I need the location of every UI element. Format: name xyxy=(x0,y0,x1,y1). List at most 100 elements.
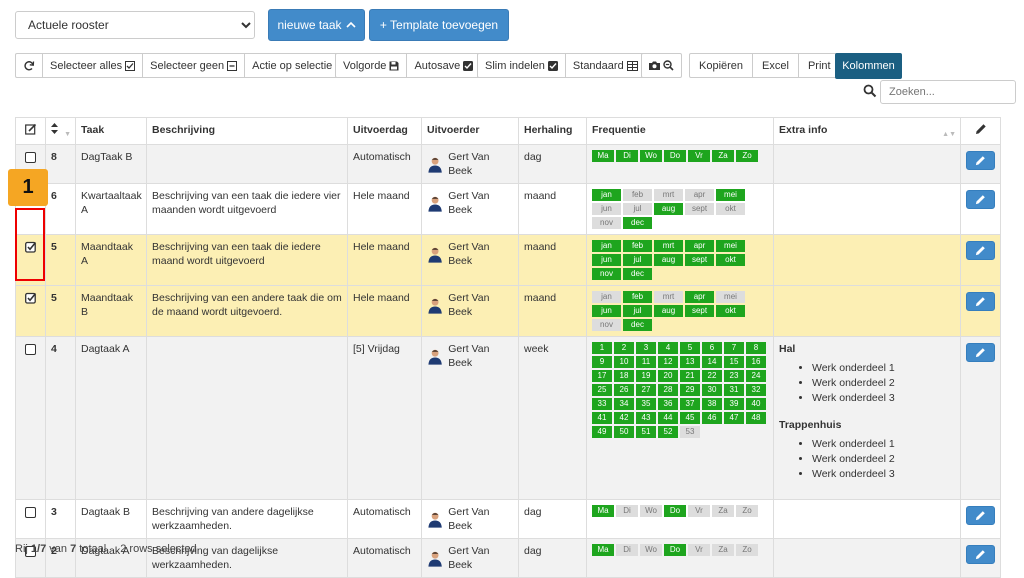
selecteer-geen-button[interactable]: Selecteer geen xyxy=(143,54,246,77)
pencil-icon xyxy=(975,297,985,307)
frequentie-column-header[interactable]: Frequentie xyxy=(586,117,774,145)
week-pill: 12 xyxy=(658,356,678,368)
table-row[interactable]: 4 Dagtaak A [5] Vrijdag Gert Van Beek week 1 2… xyxy=(15,336,1001,500)
row-herhaling: dag xyxy=(518,499,587,539)
rooster-select[interactable]: Actuele rooster xyxy=(15,11,255,39)
row-checkbox[interactable] xyxy=(25,546,36,557)
edit-button[interactable] xyxy=(966,545,995,564)
day-pill: Wo xyxy=(640,544,662,556)
slim-indelen-button[interactable]: Slim indelen xyxy=(478,54,566,77)
table-row[interactable]: 5 Maandtaak A Beschrijving van een taak di… xyxy=(15,234,1001,286)
annotation-badge: 1 xyxy=(8,169,48,206)
template-toevoegen-button[interactable]: + Template toevoegen xyxy=(369,9,509,41)
day-pill: Zo xyxy=(736,544,758,556)
kopieren-button[interactable]: Kopiëren xyxy=(690,54,754,77)
row-select-cell[interactable] xyxy=(15,234,46,286)
week-pill: 20 xyxy=(658,370,678,382)
row-edit-cell xyxy=(960,144,1001,184)
print-button[interactable]: Print xyxy=(807,59,831,72)
week-pill: 43 xyxy=(636,412,656,424)
day-pill: Zo xyxy=(736,505,758,517)
screenshot-zoom-button[interactable] xyxy=(642,54,681,77)
minus-square-icon xyxy=(227,60,238,71)
excel-button[interactable]: Excel xyxy=(753,54,799,77)
row-beschrijving: Beschrijving van andere dagelijkse werkz… xyxy=(146,499,348,539)
row-checkbox[interactable] xyxy=(25,344,36,355)
month-pill: jun xyxy=(592,254,621,266)
beschrijving-column-header[interactable]: Beschrijving xyxy=(146,117,348,145)
edit-button[interactable] xyxy=(966,190,995,209)
extra-info-column-header[interactable]: Extra info ▲▼ xyxy=(773,117,961,145)
refresh-button[interactable] xyxy=(16,54,43,77)
row-uitvoerdag: Hele maand xyxy=(347,234,422,286)
month-pill: aug xyxy=(654,254,683,266)
week-pill: 28 xyxy=(658,384,678,396)
week-pill: 15 xyxy=(724,356,744,368)
month-pill: sept xyxy=(685,305,714,317)
row-taak: Maandtaak A xyxy=(75,234,147,286)
row-nr: 6 xyxy=(45,183,76,235)
edit-button[interactable] xyxy=(966,151,995,170)
volgorde-button[interactable]: Volgorde xyxy=(336,54,408,77)
week-pill: 24 xyxy=(746,370,766,382)
screenshot-group xyxy=(641,53,682,78)
row-frequentie: jan feb mrt apr mei jun jul aug sept okt nov dec xyxy=(586,234,774,286)
table-row[interactable]: 8 DagTaak B Automatisch Gert Van Beek dag Ma D… xyxy=(15,144,1001,184)
row-extra-info xyxy=(773,183,961,235)
frequency-days: Ma Di Wo Do Vr Za Zo xyxy=(592,505,768,517)
week-pill: 30 xyxy=(702,384,722,396)
day-pill: Za xyxy=(712,150,734,162)
nieuwe-taak-button[interactable]: nieuwe taak xyxy=(268,9,365,41)
taak-column-header[interactable]: Taak xyxy=(75,117,147,145)
month-pill: feb xyxy=(623,240,652,252)
extra-item: Werk onderdeel 3 xyxy=(812,467,955,482)
user-avatar-icon xyxy=(428,196,442,212)
row-select-cell[interactable] xyxy=(15,499,46,539)
select-column-header[interactable] xyxy=(15,117,46,145)
selecteer-alles-button[interactable]: Selecteer alles xyxy=(43,54,144,77)
edit-button[interactable] xyxy=(966,241,995,260)
edit-button[interactable] xyxy=(966,343,995,362)
month-pill: feb xyxy=(623,189,652,201)
row-uitvoerdag: Automatisch xyxy=(347,144,422,184)
month-pill: apr xyxy=(685,240,714,252)
row-extra-info: HalWerk onderdeel 1Werk onderdeel 2Werk … xyxy=(773,336,961,500)
edit-button[interactable] xyxy=(966,506,995,525)
row-uitvoerdag: Hele maand xyxy=(347,183,422,235)
day-pill: Di xyxy=(616,544,638,556)
week-pill: 42 xyxy=(614,412,634,424)
row-checkbox[interactable] xyxy=(25,507,36,518)
week-pill: 5 xyxy=(680,342,700,354)
row-beschrijving: Beschrijving van een taak die iedere maa… xyxy=(146,234,348,286)
edit-button[interactable] xyxy=(966,292,995,311)
table-icon xyxy=(626,60,638,71)
day-pill: Di xyxy=(616,150,638,162)
month-pill: jul xyxy=(623,254,652,266)
autosave-button[interactable]: Autosave xyxy=(407,54,480,77)
kolommen-button[interactable]: Kolommen xyxy=(835,53,902,79)
uitvoerder-column-header[interactable]: Uitvoerder xyxy=(421,117,519,145)
day-pill: Ma xyxy=(592,505,614,517)
week-pill: 14 xyxy=(702,356,722,368)
nr-column-header[interactable]: ▼ xyxy=(45,117,76,145)
selection-group: Selecteer alles Selecteer geen Actie op … xyxy=(15,53,352,78)
uitvoerdag-column-header[interactable]: Uitvoerdag xyxy=(347,117,422,145)
table-row[interactable]: 5 Maandtaak B Beschrijving van een andere … xyxy=(15,285,1001,337)
row-frequentie: Ma Di Wo Do Vr Za Zo xyxy=(586,144,774,184)
search-input[interactable] xyxy=(880,80,1016,104)
standaard-button[interactable]: Standaard xyxy=(566,54,645,77)
month-pill: mrt xyxy=(654,240,683,252)
table-row[interactable]: 6 Kwartaaltaak A Beschrijving van een taak… xyxy=(15,183,1001,235)
extra-item: Werk onderdeel 1 xyxy=(812,437,955,452)
row-frequentie: 1 2 3 4 5 6 7 8 9 10 11 12 13 14 15 16 17 18 19 20 21 22 23 24 2… xyxy=(586,336,774,500)
sort-caret-icon: ▼ xyxy=(64,131,71,138)
extra-item: Werk onderdeel 2 xyxy=(812,452,955,467)
row-select-cell[interactable] xyxy=(15,336,46,500)
herhaling-column-header[interactable]: Herhaling xyxy=(518,117,587,145)
week-pill: 10 xyxy=(614,356,634,368)
table-row[interactable]: 3 Dagtaak B Beschrijving van andere dageli… xyxy=(15,499,1001,539)
week-pill: 48 xyxy=(746,412,766,424)
save-icon xyxy=(389,61,399,70)
row-checkbox[interactable] xyxy=(25,152,36,163)
row-select-cell[interactable] xyxy=(15,285,46,337)
